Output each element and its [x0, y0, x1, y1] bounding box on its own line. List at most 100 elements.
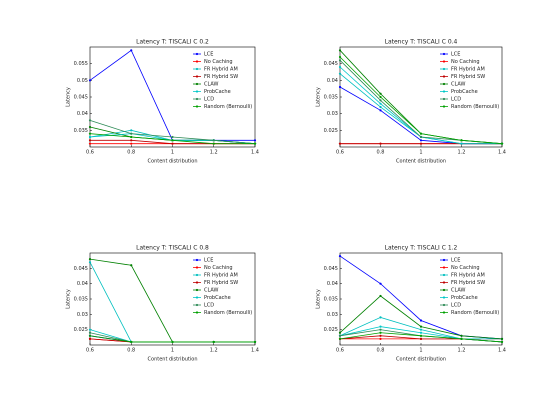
y-tick-label: 0.025: [324, 327, 338, 333]
chart-title: Latency T: TISCALI C 1.2: [385, 245, 458, 252]
x-axis-label: Content distribution: [396, 357, 446, 363]
x-tick-label: 1.2: [458, 348, 466, 354]
x-tick-label: 0.6: [336, 348, 344, 354]
data-point: [130, 264, 133, 267]
data-point: [130, 129, 133, 132]
legend-label: FR Hybrid SW: [451, 74, 485, 80]
legend-label: CLAW: [204, 82, 219, 88]
data-point: [130, 139, 133, 142]
legend-marker: [195, 311, 199, 314]
data-point: [338, 55, 342, 59]
data-point: [419, 337, 423, 340]
data-point: [338, 85, 342, 89]
legend-label: LCE: [451, 258, 460, 264]
legend-label: LCD: [451, 303, 461, 309]
series-line: [89, 329, 255, 343]
data-point: [171, 340, 174, 344]
data-point: [460, 334, 463, 337]
legend-marker: [195, 60, 199, 63]
data-point: [379, 102, 382, 105]
data-point: [338, 65, 342, 69]
data-point: [253, 340, 257, 344]
legend-label: ProbCache: [451, 89, 478, 95]
legend-marker: [442, 105, 446, 108]
data-point: [88, 142, 92, 145]
data-point: [460, 139, 463, 142]
x-tick-label: 1.4: [498, 348, 506, 354]
y-axis-label: Latency: [316, 289, 322, 309]
data-point: [338, 254, 342, 258]
data-point: [88, 132, 92, 135]
data-point: [88, 331, 92, 334]
y-tick-label: 0.03: [327, 312, 338, 318]
data-point: [379, 316, 382, 319]
data-point: [88, 258, 92, 261]
x-tick-label: 0.6: [86, 150, 94, 156]
data-point: [460, 337, 463, 340]
x-tick-label: 1.4: [251, 150, 259, 156]
series-line: [339, 86, 502, 145]
y-tick-label: 0.04: [77, 281, 88, 287]
data-point: [419, 139, 423, 142]
data-point: [338, 337, 342, 340]
y-tick-label: 0.04: [77, 111, 88, 117]
legend-label: ProbCache: [204, 89, 231, 95]
data-point: [379, 99, 382, 102]
legend-marker: [442, 90, 446, 93]
legend-marker: [195, 82, 199, 86]
x-tick-label: 1.2: [210, 150, 218, 156]
x-tick-label: 0.6: [86, 348, 94, 354]
x-tick-label: 0.8: [127, 150, 135, 156]
legend-label: CLAW: [451, 82, 466, 88]
data-point: [130, 49, 133, 52]
legend-marker: [442, 296, 446, 299]
x-tick-label: 1.2: [458, 150, 466, 156]
data-point: [379, 95, 382, 99]
legend-marker: [442, 67, 446, 71]
legend-marker: [442, 311, 446, 314]
data-point: [88, 119, 92, 122]
data-point: [88, 139, 92, 142]
y-tick-label: 0.035: [74, 297, 88, 303]
legend-label: No Caching: [204, 59, 233, 65]
data-point: [338, 142, 342, 145]
legend-label: Random (Bernoulli): [204, 104, 252, 110]
legend-label: CLAW: [451, 288, 466, 294]
data-point: [253, 142, 257, 145]
data-point: [338, 331, 342, 334]
legend-label: FR Hybrid SW: [451, 280, 485, 286]
legend-label: Random (Bernoulli): [204, 310, 252, 316]
legend-label: LCD: [204, 303, 214, 309]
y-axis-label: Latency: [316, 87, 322, 107]
legend-marker: [195, 281, 199, 284]
data-point: [338, 49, 342, 52]
legend-marker: [195, 303, 199, 307]
data-point: [253, 139, 257, 142]
data-point: [419, 328, 423, 331]
legend-label: Random (Bernoulli): [451, 310, 499, 316]
series-line: [89, 133, 256, 145]
legend-marker: [195, 273, 199, 277]
legend-marker: [195, 296, 199, 299]
data-point: [379, 282, 382, 285]
data-point: [419, 142, 423, 145]
data-point: [130, 142, 133, 145]
legend-marker: [195, 90, 199, 93]
legend-label: LCE: [451, 52, 460, 58]
x-tick-label: 0.6: [336, 150, 344, 156]
data-point: [419, 319, 423, 322]
legend-marker: [442, 82, 446, 86]
legend-marker: [442, 288, 446, 292]
x-tick-label: 1: [171, 348, 174, 354]
legend-label: FR Hybrid AM: [451, 273, 485, 279]
legend-label: ProbCache: [204, 295, 231, 301]
legend-marker: [195, 67, 199, 71]
data-point: [171, 139, 174, 142]
data-point: [379, 325, 382, 328]
legend-label: LCD: [204, 97, 214, 103]
data-point: [88, 337, 92, 340]
legend-marker: [442, 75, 446, 78]
data-point: [419, 132, 423, 135]
data-point: [88, 334, 92, 337]
